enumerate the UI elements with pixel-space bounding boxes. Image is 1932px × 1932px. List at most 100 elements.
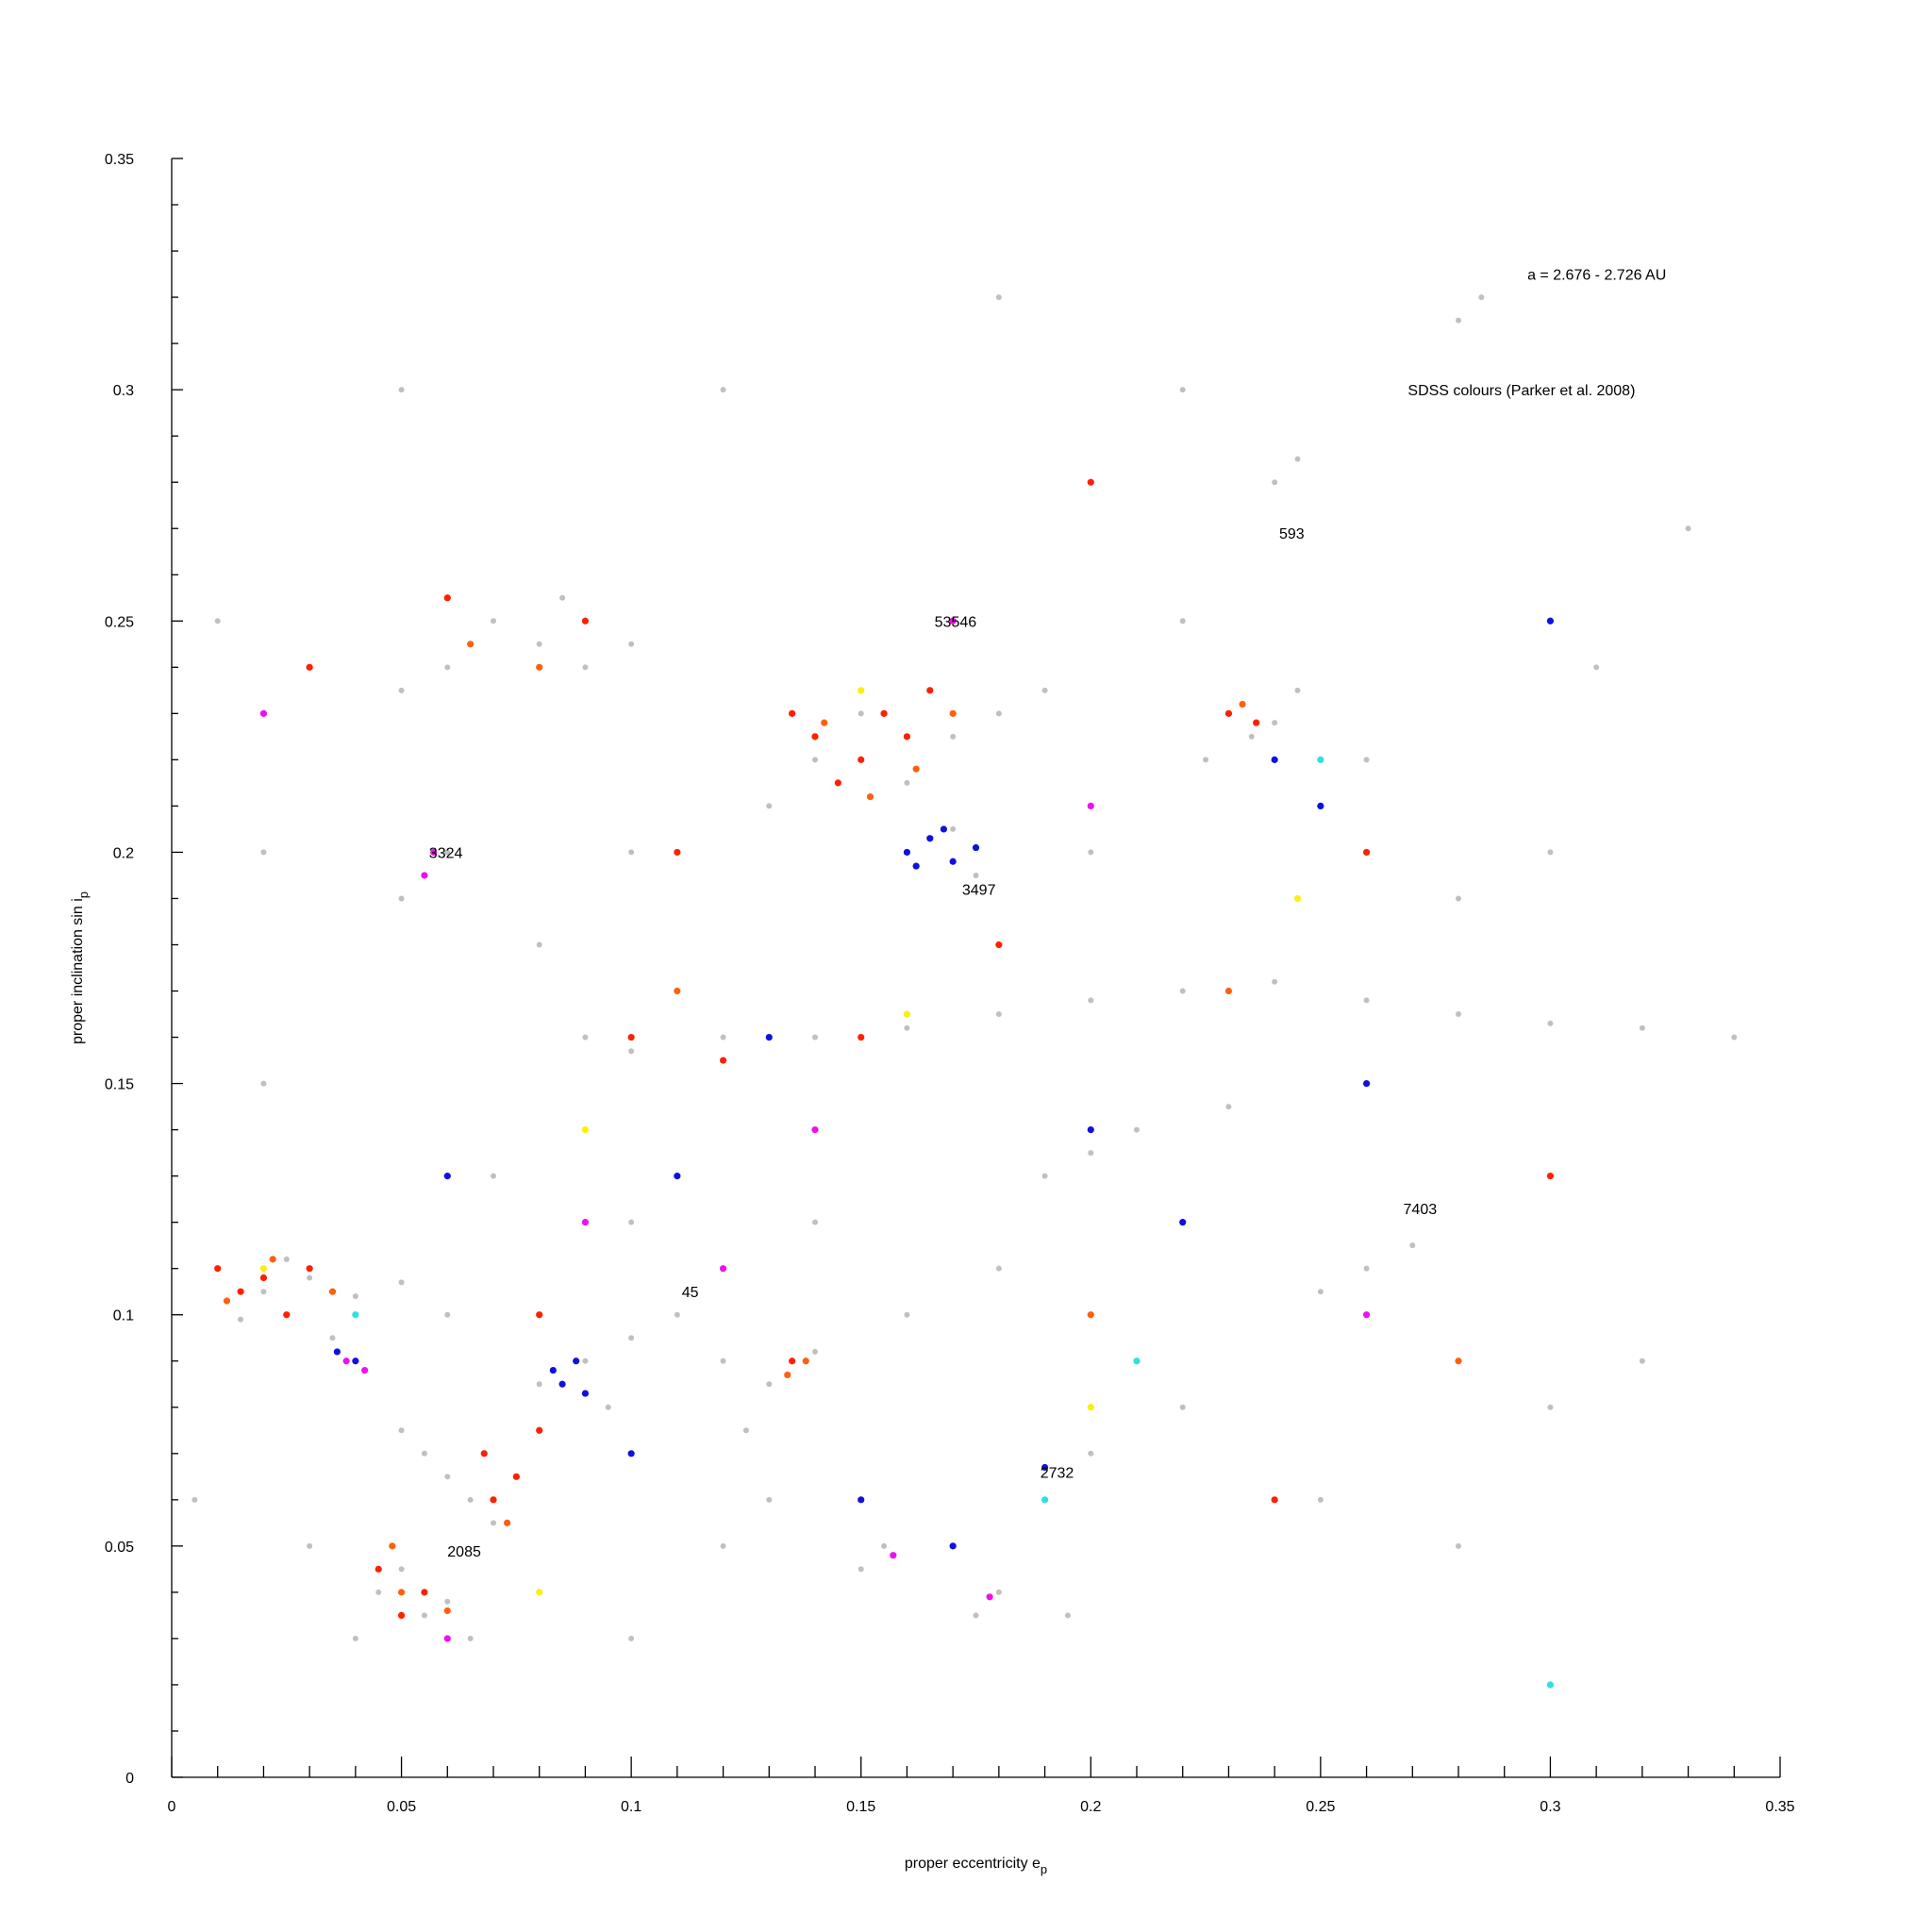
point [834, 779, 841, 787]
point [259, 709, 268, 717]
point [605, 1404, 611, 1410]
point [581, 1126, 590, 1134]
y-axis-label-text: proper inclination sin i [70, 898, 86, 1044]
point [467, 1635, 474, 1641]
point [480, 1450, 488, 1457]
point [1363, 997, 1370, 1004]
point [260, 1289, 267, 1295]
point [995, 941, 1003, 949]
point [504, 1519, 511, 1526]
annotation: a = 2.676 - 2.726 AU [1527, 268, 1666, 284]
annotation: 7403 [1404, 1202, 1438, 1218]
point [1087, 1126, 1094, 1134]
point [1547, 1020, 1554, 1026]
point [573, 1357, 580, 1365]
point [628, 1048, 635, 1055]
point [949, 617, 957, 625]
point [1546, 617, 1555, 625]
point [444, 1598, 451, 1605]
point [536, 641, 542, 647]
point [397, 1589, 406, 1596]
annotation: 593 [1279, 526, 1305, 542]
point [1362, 1311, 1371, 1319]
point [674, 1311, 680, 1318]
point [559, 594, 566, 601]
point [491, 1173, 496, 1179]
point [536, 1589, 543, 1596]
point [328, 1288, 337, 1295]
point [821, 719, 828, 726]
point [1593, 664, 1600, 671]
point [1272, 978, 1278, 985]
point [581, 617, 590, 625]
point [536, 1381, 542, 1388]
x-tick-label: 0.2 [1080, 1799, 1101, 1815]
point [581, 1390, 590, 1397]
point [307, 1274, 313, 1281]
point [880, 709, 888, 717]
point [536, 1426, 543, 1434]
y-tick-label: 0.2 [113, 845, 134, 861]
point [973, 872, 979, 878]
x-tick-label: 0.25 [1306, 1799, 1335, 1815]
point [1272, 479, 1278, 486]
x-axis-label-sub: p [1041, 1862, 1047, 1876]
point [995, 1589, 1002, 1595]
point [1088, 849, 1094, 856]
point [949, 709, 957, 717]
point [1455, 1357, 1462, 1365]
point [443, 1173, 451, 1180]
point [973, 1612, 979, 1619]
annotation: 45 [682, 1285, 699, 1301]
point [742, 1427, 749, 1434]
annotation: 2732 [1041, 1465, 1074, 1481]
point [1362, 848, 1371, 857]
y-tick-label: 0.25 [105, 614, 134, 630]
x-tick-label: 0.05 [387, 1799, 416, 1815]
point [802, 1357, 809, 1365]
point [352, 1293, 358, 1300]
point [995, 710, 1002, 717]
y-axis-label-sub: p [76, 891, 91, 898]
x-tick-label: 0.3 [1540, 1799, 1560, 1815]
point [1179, 1219, 1187, 1226]
y-tick-label: 0.15 [105, 1077, 134, 1093]
point [549, 1366, 557, 1374]
y-tick-label: 0.35 [105, 152, 134, 168]
annotation: 3497 [962, 883, 996, 899]
point [1134, 1126, 1140, 1133]
point [950, 733, 957, 740]
point [1225, 1104, 1232, 1110]
point [443, 1635, 451, 1642]
point [720, 387, 726, 393]
point [812, 1348, 818, 1355]
point [812, 1219, 818, 1225]
annotation: 2085 [447, 1544, 481, 1560]
x-tick-label: 0.15 [846, 1799, 875, 1815]
point [512, 1473, 520, 1480]
point [972, 843, 980, 852]
point [536, 941, 542, 948]
point [398, 387, 405, 393]
point [306, 1265, 313, 1273]
point [890, 1552, 897, 1559]
point [269, 1256, 276, 1263]
point [1041, 1496, 1049, 1504]
point [628, 849, 635, 856]
point [398, 895, 405, 902]
x-tick-label: 0.1 [621, 1799, 641, 1815]
point [352, 1311, 359, 1319]
point [490, 1496, 497, 1504]
point [1271, 756, 1278, 763]
point [582, 1357, 589, 1364]
point [627, 1450, 635, 1457]
point [421, 1450, 427, 1457]
y-axis-label: proper inclination sin ip [70, 891, 91, 1044]
point [1546, 1681, 1555, 1689]
point [467, 1496, 474, 1503]
point [904, 1311, 910, 1318]
point [766, 1381, 773, 1388]
point [223, 1297, 231, 1305]
point [1478, 294, 1485, 301]
